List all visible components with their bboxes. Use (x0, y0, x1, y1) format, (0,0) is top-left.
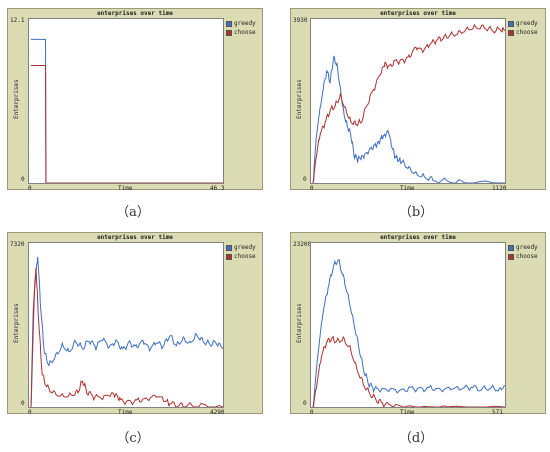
chart-title: enterprises over time (380, 10, 456, 17)
chart-panel-b: enterprises over time Enterprises 3930 0 0 11… (290, 8, 546, 192)
legend-label: greedy (516, 244, 538, 251)
y-tick-min: 0 (21, 176, 25, 183)
x-axis-label: Time (118, 409, 133, 416)
caption-d: （d） (398, 431, 434, 446)
x-tick-max: 4290 (210, 409, 225, 416)
y-axis-label: Enterprises (296, 79, 303, 119)
legend-label: choose (516, 29, 538, 36)
y-axis-label: Enterprises (13, 303, 20, 343)
x-tick-max: 571 (492, 409, 503, 416)
legend-swatch (508, 29, 514, 36)
chart-title: enterprises over time (380, 234, 456, 241)
series-line-greedy (30, 256, 223, 407)
legend-swatch (508, 20, 514, 27)
legend-item-choose: choose (508, 28, 538, 37)
chart-panel-c: enterprises over time Enterprises 7320 0 0 42… (7, 232, 263, 416)
legend: greedy choose (508, 19, 538, 37)
x-axis-label: Time (400, 185, 415, 192)
legend-swatch (508, 244, 514, 251)
caption-c: （c） (116, 431, 150, 446)
legend-label: greedy (234, 20, 256, 27)
series-line-choose (312, 335, 505, 407)
y-axis-label: Enterprises (13, 79, 20, 119)
legend-swatch (226, 244, 232, 251)
y-axis-label: Enterprises (296, 303, 303, 343)
y-tick-min: 0 (21, 400, 25, 407)
legend-item-choose: choose (226, 28, 256, 37)
legend-label: choose (234, 29, 256, 36)
chart-panel-a: enterprises over time Enterprises 12.1 0 0 46… (7, 8, 263, 192)
y-tick-min: 0 (303, 400, 307, 407)
legend-swatch (508, 253, 514, 260)
legend: greedy choose (226, 243, 256, 261)
legend: greedy choose (508, 243, 538, 261)
x-tick-max: 46.3 (210, 185, 225, 192)
caption-b: （b） (398, 205, 434, 220)
x-tick-min: 0 (310, 409, 314, 416)
x-axis-label: Time (400, 409, 415, 416)
legend-label: greedy (234, 244, 256, 251)
plot-area (28, 18, 224, 184)
plot-area (310, 18, 506, 184)
plot-svg (30, 256, 223, 407)
x-tick-min: 0 (310, 185, 314, 192)
series-line-choose (312, 23, 505, 183)
legend-item-choose: choose (508, 252, 538, 261)
x-tick-min: 0 (28, 185, 32, 192)
y-tick-min: 0 (303, 176, 307, 183)
caption-a: （a） (116, 205, 150, 220)
legend-item-greedy: greedy (508, 19, 538, 28)
legend-item-greedy: greedy (508, 243, 538, 252)
series-line-choose (30, 267, 223, 407)
series-line-greedy (312, 55, 505, 183)
series-line-choose (31, 65, 223, 183)
series-line-greedy (312, 258, 505, 407)
y-tick-max: 12.1 (10, 17, 25, 24)
legend-item-greedy: greedy (226, 19, 256, 28)
plot-area (28, 242, 224, 408)
y-tick-max: 3930 (293, 17, 308, 24)
plot-area (310, 242, 506, 408)
plot-svg (312, 23, 505, 183)
legend: greedy choose (226, 19, 256, 37)
chart-title: enterprises over time (97, 10, 173, 17)
chart-panel-d: enterprises over time Enterprises 23200 0 0 5… (290, 232, 546, 416)
y-tick-max: 7320 (10, 241, 25, 248)
legend-label: choose (516, 253, 538, 260)
x-tick-min: 0 (28, 409, 32, 416)
x-axis-label: Time (118, 185, 133, 192)
legend-label: greedy (516, 20, 538, 27)
y-tick-max: 23200 (293, 241, 312, 248)
chart-title: enterprises over time (97, 234, 173, 241)
legend-swatch (226, 253, 232, 260)
legend-swatch (226, 20, 232, 27)
plot-svg (31, 38, 223, 183)
series-line-greedy (31, 38, 223, 183)
legend-item-greedy: greedy (226, 243, 256, 252)
legend-item-choose: choose (226, 252, 256, 261)
plot-svg (312, 258, 505, 407)
legend-swatch (226, 29, 232, 36)
x-tick-max: 1120 (492, 185, 507, 192)
legend-label: choose (234, 253, 256, 260)
